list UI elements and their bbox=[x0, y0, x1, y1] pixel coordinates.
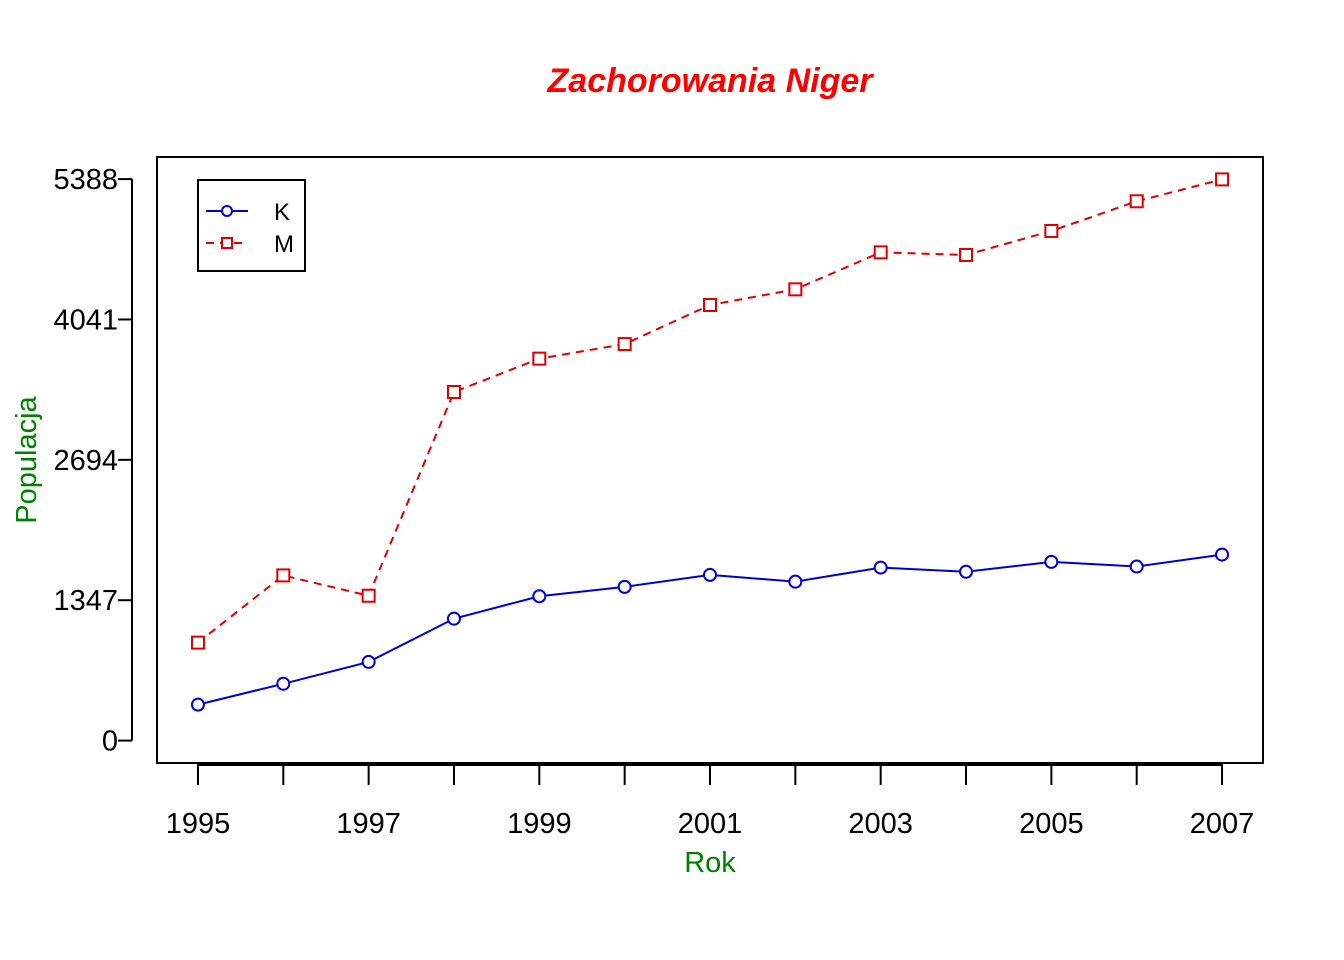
data-point-M bbox=[446, 385, 461, 400]
data-point-M bbox=[617, 337, 632, 352]
data-point-K bbox=[1129, 559, 1144, 574]
data-point-K bbox=[361, 654, 376, 669]
data-point-K bbox=[190, 697, 205, 712]
legend-marker bbox=[221, 205, 233, 217]
legend-item-K: K bbox=[206, 199, 290, 226]
legend-label: M bbox=[274, 231, 294, 258]
data-point-M bbox=[361, 588, 376, 603]
data-point-M bbox=[873, 245, 888, 260]
data-point-M bbox=[532, 351, 547, 366]
data-point-K bbox=[703, 567, 717, 582]
legend: KM bbox=[197, 179, 306, 272]
x-tick-label: 1995 bbox=[166, 808, 231, 840]
y-axis: 0 1347 2694 4041 5388 bbox=[53, 164, 133, 758]
data-point-K bbox=[532, 589, 547, 604]
series-K bbox=[190, 547, 1230, 712]
data-point-K bbox=[1215, 547, 1230, 562]
data-point-K bbox=[788, 574, 803, 589]
data-point-K bbox=[1044, 554, 1059, 569]
y-tick-label: 4041 bbox=[53, 304, 118, 336]
y-axis-label: Populacja bbox=[11, 395, 43, 523]
data-point-M bbox=[276, 568, 291, 583]
data-point-M bbox=[703, 297, 717, 312]
data-point-K bbox=[959, 564, 974, 579]
x-tick-label: 2003 bbox=[848, 808, 913, 840]
y-tick-label: 1347 bbox=[53, 585, 118, 617]
data-point-M bbox=[959, 247, 974, 262]
data-point-K bbox=[446, 611, 461, 626]
x-tick-label: 2007 bbox=[1190, 808, 1255, 840]
plot-frame bbox=[156, 156, 1264, 764]
y-tick-label: 0 bbox=[102, 726, 118, 758]
data-point-M bbox=[1129, 194, 1144, 209]
x-tick-label: 1997 bbox=[336, 808, 401, 840]
legend-marker bbox=[221, 237, 233, 249]
data-point-M bbox=[788, 282, 803, 297]
y-tick-label: 2694 bbox=[53, 445, 118, 477]
x-tick-label: 2001 bbox=[678, 808, 743, 840]
data-point-M bbox=[1044, 223, 1059, 238]
legend-box bbox=[197, 179, 306, 272]
data-point-K bbox=[617, 579, 632, 594]
series-layer bbox=[190, 172, 1230, 712]
data-point-M bbox=[190, 635, 205, 650]
x-tick-label: 1999 bbox=[507, 808, 572, 840]
data-point-K bbox=[873, 560, 888, 575]
chart-title: Zachorowania Niger bbox=[547, 62, 875, 100]
y-tick-label: 5388 bbox=[53, 164, 118, 196]
data-point-K bbox=[276, 676, 291, 691]
legend-label: K bbox=[274, 199, 290, 226]
series-M bbox=[190, 172, 1230, 650]
x-axis-label: Rok bbox=[684, 847, 736, 879]
x-tick-label: 2005 bbox=[1019, 808, 1084, 840]
x-axis: 1995 1997 1999 2001 2003 2005 2007 bbox=[166, 763, 1255, 840]
data-point-M bbox=[1215, 172, 1230, 187]
legend-item-M: M bbox=[206, 231, 294, 258]
